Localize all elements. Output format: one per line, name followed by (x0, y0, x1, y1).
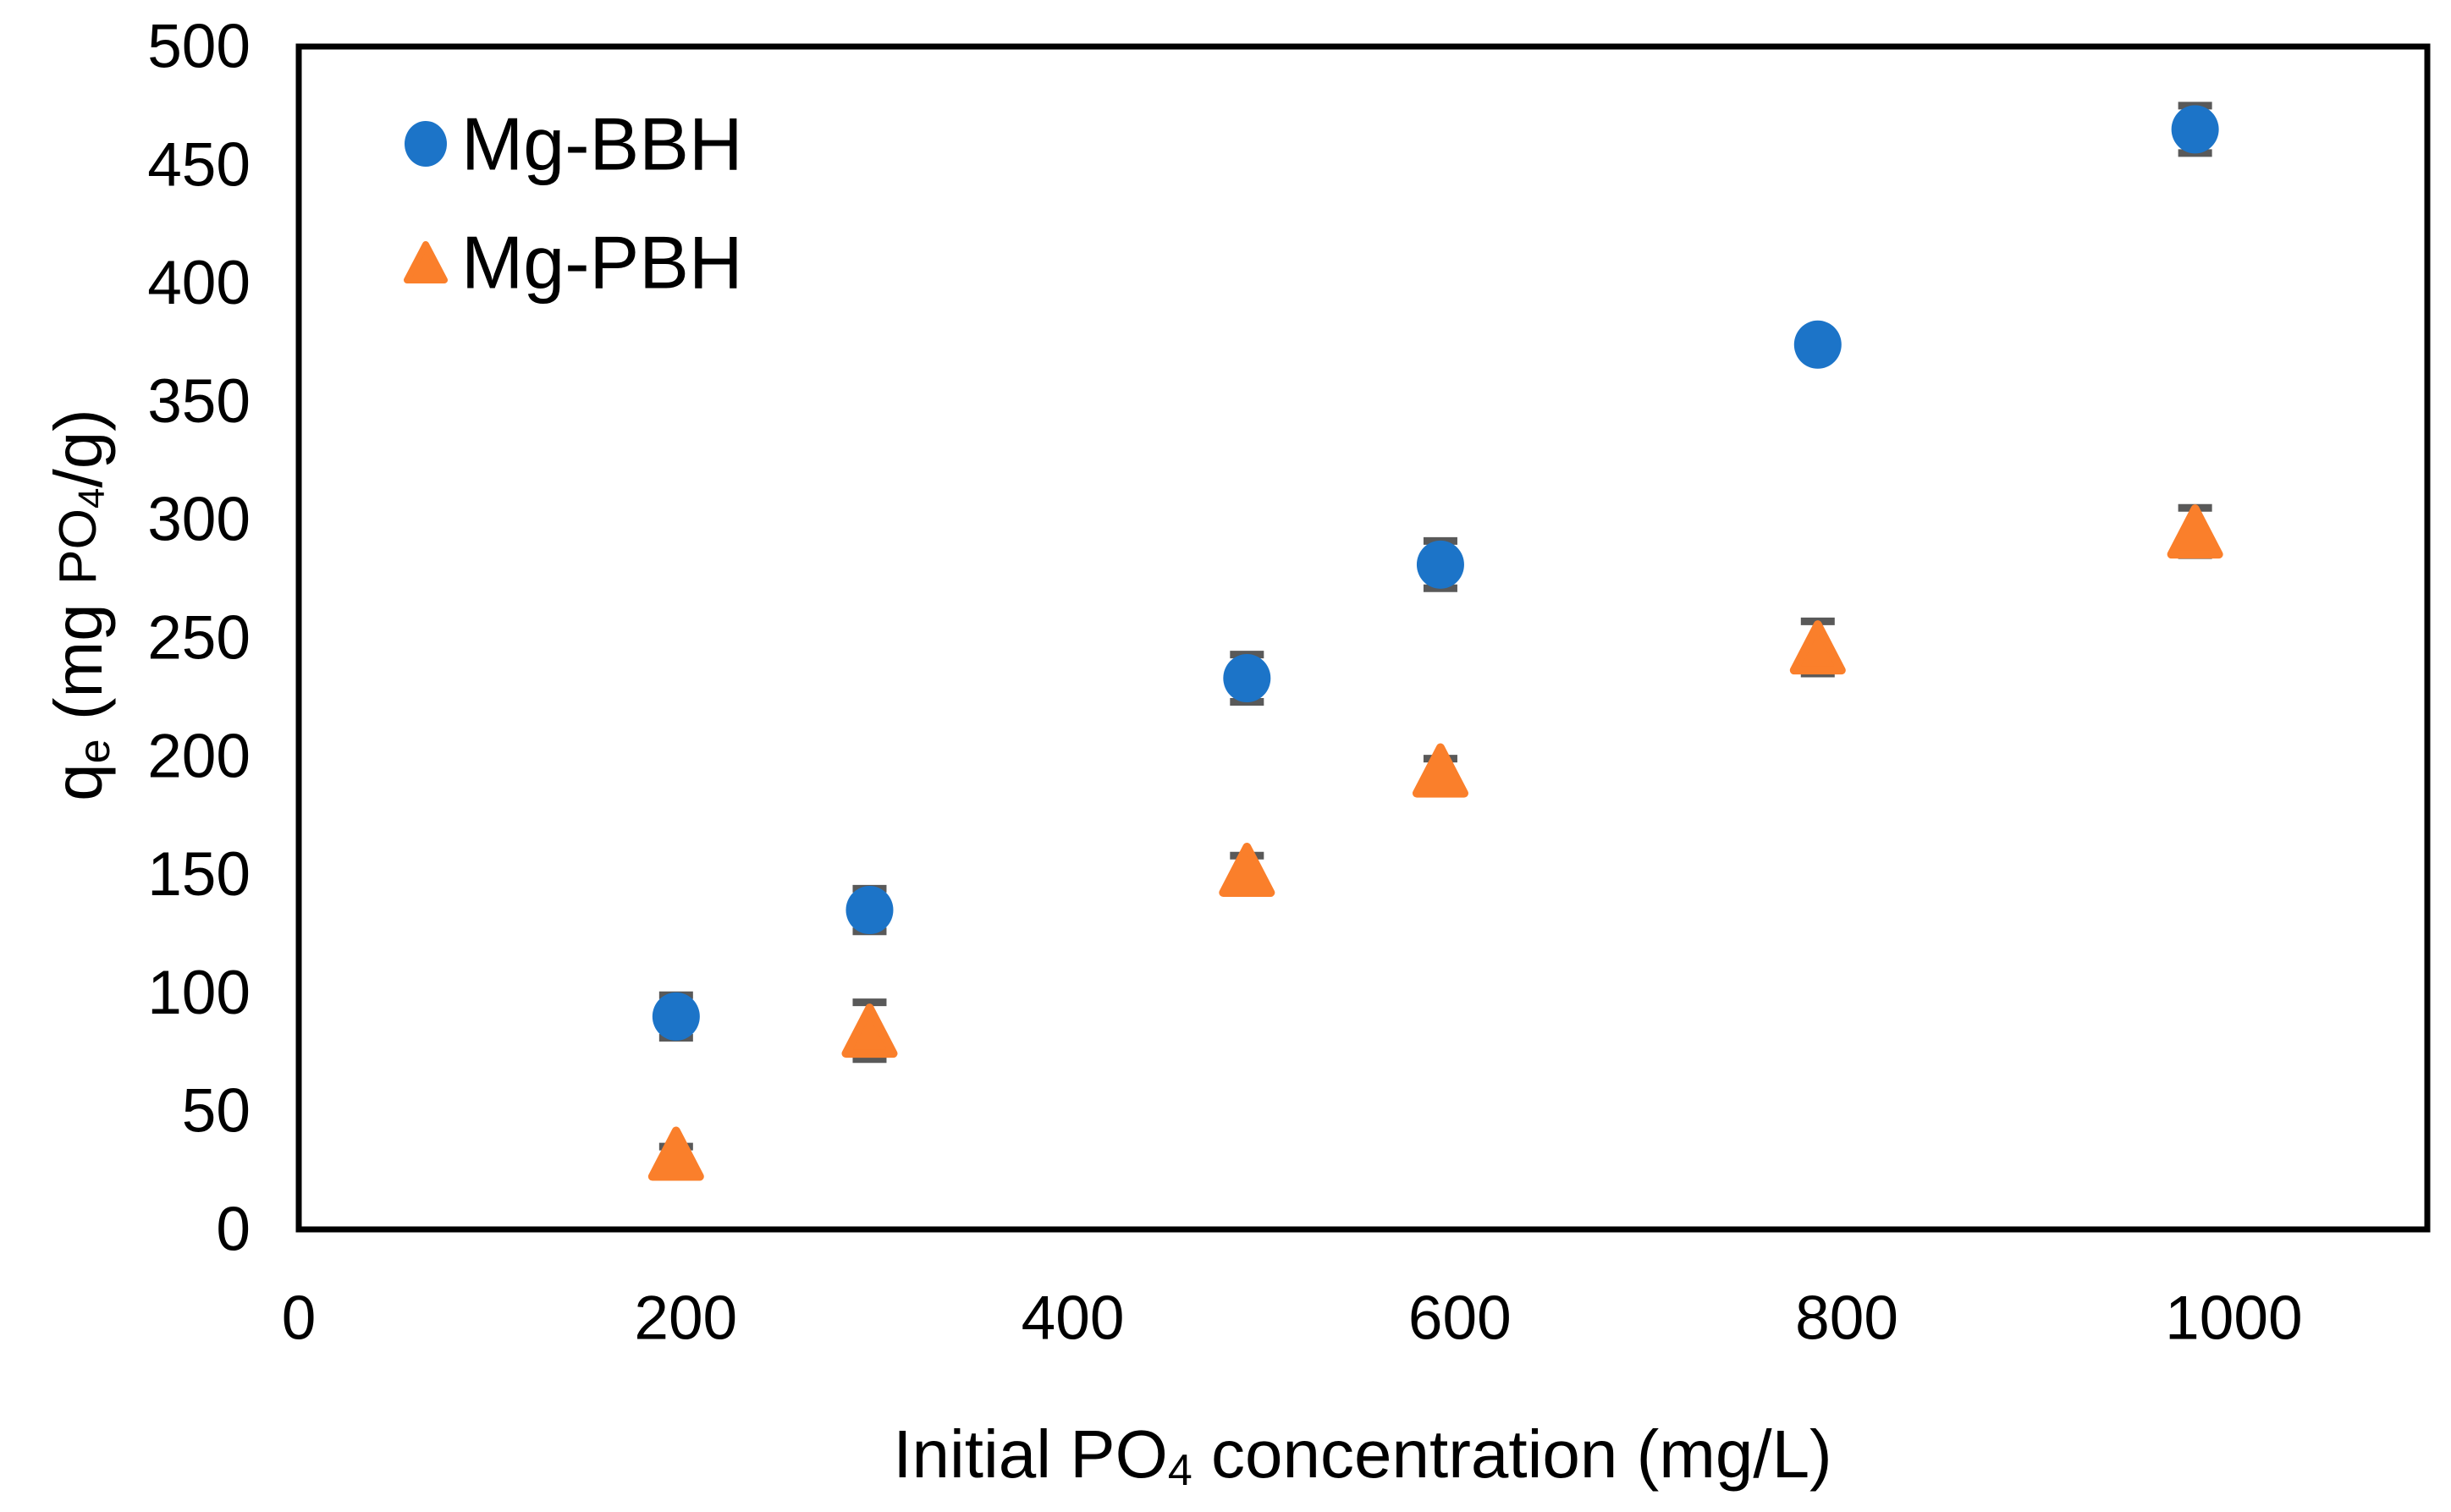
error-bars-layer (658, 102, 2212, 1165)
x-tick-label-200: 200 (634, 1284, 737, 1353)
data-point-mg-bbh-4 (1793, 320, 1842, 369)
data-point-mg-pbh-2 (1219, 843, 1275, 898)
legend-item-mg-bbh: Mg-BBH (405, 102, 743, 186)
data-point-mg-bbh-3 (1416, 540, 1464, 589)
data-point-mg-pbh-4 (1789, 620, 1846, 675)
y-tick-label-250: 250 (147, 604, 251, 673)
y-tick-label-150: 150 (147, 840, 251, 909)
data-point-mg-bbh-5 (2171, 105, 2219, 154)
x-axis-title: Initial PO4 concentration (mg/L) (893, 1416, 1831, 1496)
y-tick-label-100: 100 (147, 959, 251, 1027)
y-tick-label-500: 500 (147, 13, 251, 81)
plot-frame (295, 43, 2431, 1233)
data-markers-layer (647, 105, 2223, 1181)
y-tick-label-50: 50 (182, 1077, 251, 1146)
y-tick-label-200: 200 (147, 722, 251, 790)
legend-label-mg-bbh: Mg-BBH (461, 102, 743, 186)
y-axis-title: qe (mg PO4/g) (41, 409, 120, 801)
y-tick-label-300: 300 (147, 486, 251, 554)
data-point-mg-pbh-3 (1412, 743, 1468, 798)
data-point-mg-bbh-1 (845, 886, 894, 935)
legend: Mg-BBH Mg-PBH (404, 102, 743, 305)
y-tick-label-450: 450 (147, 130, 251, 199)
legend-circle-marker-icon (405, 121, 447, 167)
x-tick-label-400: 400 (1022, 1284, 1125, 1353)
x-tick-label-0: 0 (282, 1284, 317, 1353)
y-tick-label-400: 400 (147, 249, 251, 317)
x-tick-label-600: 600 (1408, 1284, 1512, 1353)
x-tick-label-1000: 1000 (2165, 1284, 2302, 1353)
legend-triangle-marker-icon (404, 241, 448, 283)
data-point-mg-bbh-2 (1223, 654, 1271, 703)
data-point-mg-bbh-0 (652, 992, 700, 1041)
x-tick-label-800: 800 (1795, 1284, 1898, 1353)
data-point-mg-pbh-0 (647, 1126, 704, 1181)
x-tick-labels: 0 200 400 600 800 1000 (282, 1284, 2303, 1353)
y-tick-label-0: 0 (216, 1196, 251, 1264)
y-tick-labels: 0 50 100 150 200 250 300 350 400 450 500 (147, 13, 251, 1264)
legend-label-mg-pbh: Mg-PBH (461, 221, 743, 305)
y-tick-label-350: 350 (147, 367, 251, 436)
data-point-mg-pbh-5 (2167, 504, 2223, 559)
data-point-mg-pbh-1 (841, 1003, 898, 1058)
legend-item-mg-pbh: Mg-PBH (404, 221, 743, 305)
plot-frame-layer (295, 43, 2431, 1233)
